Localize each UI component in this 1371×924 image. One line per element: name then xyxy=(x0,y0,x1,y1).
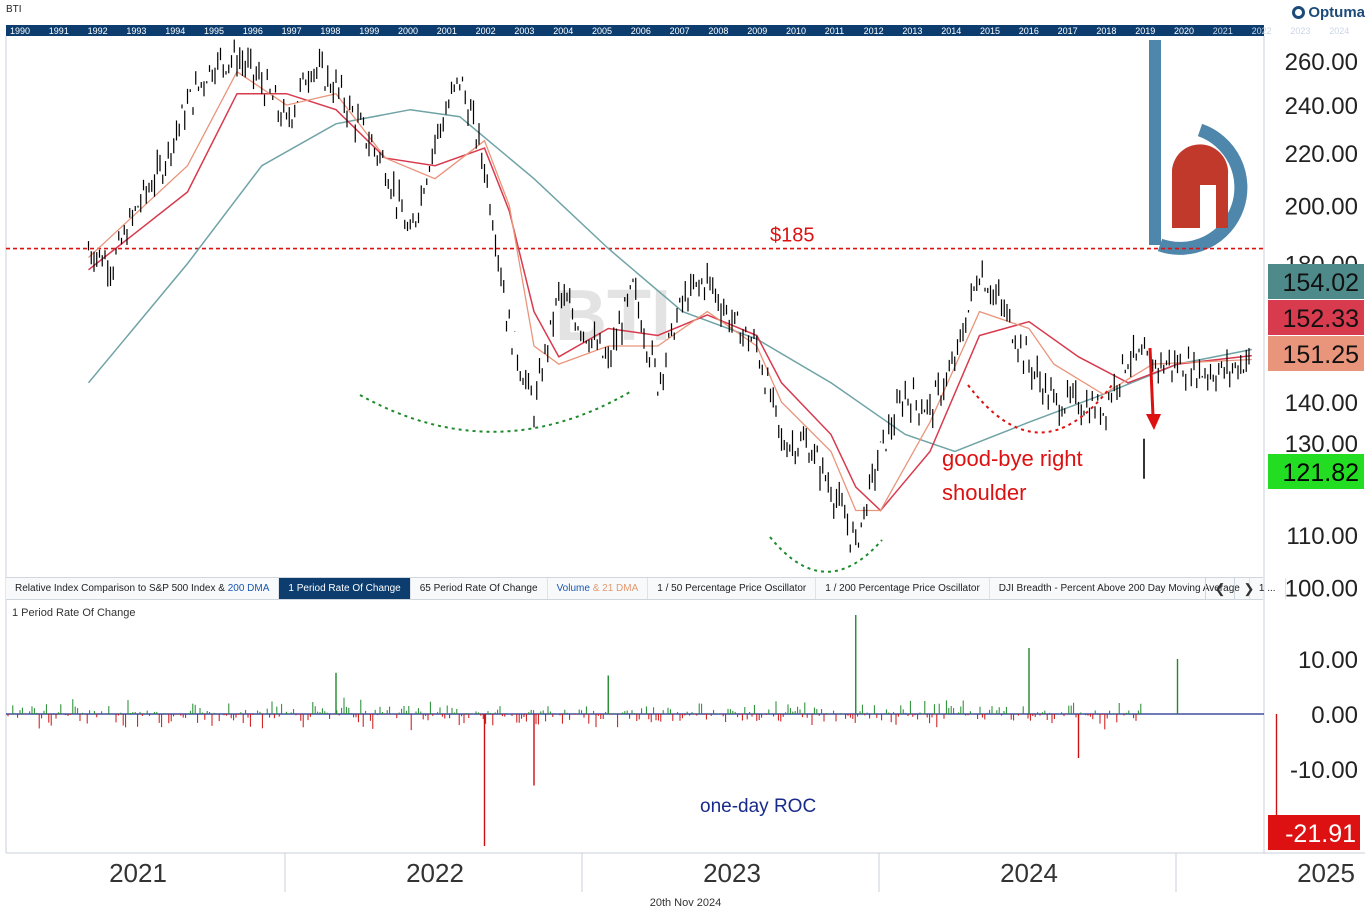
price-label-value: 154.02 xyxy=(1283,269,1359,297)
tab-ppo-1-200[interactable]: 1 / 200 Percentage Price Oscillator xyxy=(816,578,990,599)
watermark-emblem xyxy=(1172,144,1229,228)
x-year-label: 2021 xyxy=(109,858,167,888)
symbol-label: BTI xyxy=(6,4,22,15)
y-tick-label: 130.00 xyxy=(1285,431,1358,458)
price-label-box xyxy=(1268,336,1364,371)
roc-y-tick-label: 0.00 xyxy=(1311,702,1358,729)
y-tick-label: 140.00 xyxy=(1285,390,1358,417)
decade-label: 2007 xyxy=(670,26,690,36)
decade-label: 2003 xyxy=(514,26,534,36)
decade-label: 2022 xyxy=(1252,26,1272,36)
roc-y-tick-label: -10.00 xyxy=(1290,757,1358,784)
footer-date: 20th Nov 2024 xyxy=(649,897,722,909)
chevron-left-icon[interactable]: ❮ xyxy=(1205,578,1234,599)
tab-1-period-roc[interactable]: 1 Period Rate Of Change xyxy=(279,578,411,599)
logo-text: Optuma xyxy=(1308,4,1365,21)
watermark-arc xyxy=(1157,123,1248,255)
decade-label: 2009 xyxy=(747,26,767,36)
price-label-value: 151.25 xyxy=(1283,341,1359,369)
decade-label: 1995 xyxy=(204,26,224,36)
decade-label: 2006 xyxy=(631,26,651,36)
decade-label: 2008 xyxy=(708,26,728,36)
price-label-box xyxy=(1268,264,1364,299)
ma-mid-line xyxy=(88,92,1252,512)
roc-annotation: one-day ROC xyxy=(700,796,816,817)
tab-nav: ❮ ❯ xyxy=(1205,578,1263,599)
decade-label: 1994 xyxy=(165,26,185,36)
y-tick-label: 260.00 xyxy=(1285,49,1358,76)
y-tick-label: 100.00 xyxy=(1285,576,1358,603)
price-label-value: 121.82 xyxy=(1283,459,1359,487)
decade-label: 2014 xyxy=(941,26,961,36)
left-shoulder-arc xyxy=(359,391,631,433)
decade-label: 2017 xyxy=(1058,26,1078,36)
decade-label: 2015 xyxy=(980,26,1000,36)
decade-label: 2002 xyxy=(476,26,496,36)
price-label-value: 152.33 xyxy=(1283,305,1359,333)
logo-icon xyxy=(1292,6,1306,19)
decade-strip xyxy=(6,25,1264,36)
decade-label: 2001 xyxy=(437,26,457,36)
decade-label: 2016 xyxy=(1019,26,1039,36)
annotation-shoulder-line2: shoulder xyxy=(942,480,1026,505)
decade-label: 2020 xyxy=(1174,26,1194,36)
decade-label: 1993 xyxy=(126,26,146,36)
price-label-box xyxy=(1268,300,1364,335)
decade-label: 2021 xyxy=(1213,26,1233,36)
decade-label: 2012 xyxy=(864,26,884,36)
decade-label: 2005 xyxy=(592,26,612,36)
roc-y-tick-label: 10.00 xyxy=(1298,647,1358,674)
y-tick-label: 240.00 xyxy=(1285,93,1358,120)
tab-ppo-1-50[interactable]: 1 / 50 Percentage Price Oscillator xyxy=(648,578,817,599)
roc-panel-title: 1 Period Rate Of Change xyxy=(12,607,136,619)
head-arc xyxy=(769,536,883,573)
decade-label: 1990 xyxy=(10,26,30,36)
y-tick-label: 220.00 xyxy=(1285,141,1358,168)
x-year-label: 2025 xyxy=(1297,858,1355,888)
tab-dji-breadth[interactable]: DJI Breadth - Percent Above 200 Day Movi… xyxy=(990,578,1250,599)
decade-label: 1999 xyxy=(359,26,379,36)
decade-label: 1998 xyxy=(320,26,340,36)
decade-label: 1996 xyxy=(243,26,263,36)
roc-value-box xyxy=(1268,815,1360,850)
price-label-box xyxy=(1268,454,1364,489)
tab-volume[interactable]: Volume & 21 DMA xyxy=(548,578,649,599)
decade-label: 2011 xyxy=(825,26,844,36)
tab-more[interactable]: 1 ... xyxy=(1250,578,1286,599)
decade-label: 2018 xyxy=(1096,26,1116,36)
decade-label: 2000 xyxy=(398,26,418,36)
arrow-down-icon xyxy=(1146,414,1161,430)
annotation-shoulder-line1: good-bye right xyxy=(942,446,1083,471)
chevron-right-icon[interactable]: ❯ xyxy=(1234,578,1263,599)
decade-label: 2010 xyxy=(786,26,806,36)
roc-value-label: -21.91 xyxy=(1285,820,1356,848)
decade-label: 2004 xyxy=(553,26,573,36)
decade-label: 1997 xyxy=(282,26,302,36)
optuma-logo: Optuma xyxy=(1292,4,1365,21)
decade-label: 2023 xyxy=(1290,26,1310,36)
arrow-shaft xyxy=(1148,347,1155,417)
indicator-tab-bar: Relative Index Comparison to S&P 500 Ind… xyxy=(6,577,1286,600)
tab-relative-index[interactable]: Relative Index Comparison to S&P 500 Ind… xyxy=(6,578,280,599)
decade-label: 1991 xyxy=(49,26,69,36)
x-year-label: 2024 xyxy=(1000,858,1058,888)
decade-label: 2013 xyxy=(902,26,922,36)
y-tick-label: 200.00 xyxy=(1285,194,1358,221)
x-year-label: 2022 xyxy=(406,858,464,888)
decade-label: 2024 xyxy=(1329,26,1349,36)
watermark-stem xyxy=(1149,40,1161,245)
decade-label: 1992 xyxy=(88,26,108,36)
y-tick-label: 110.00 xyxy=(1286,523,1358,550)
decade-label: 2019 xyxy=(1135,26,1155,36)
resistance-label: $185 xyxy=(770,225,815,247)
x-year-label: 2023 xyxy=(703,858,761,888)
tab-65-period-roc[interactable]: 65 Period Rate Of Change xyxy=(411,578,548,599)
